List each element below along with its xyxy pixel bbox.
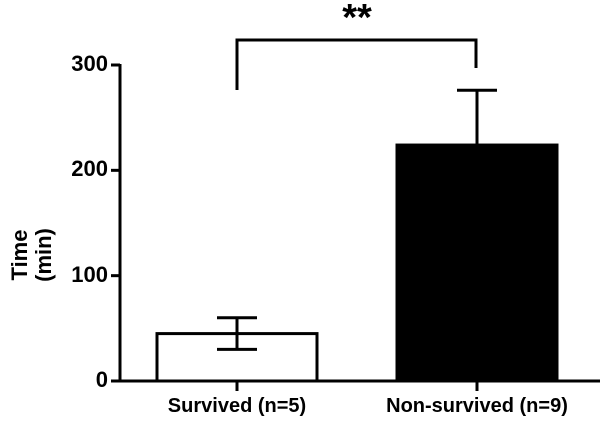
- significance-bracket: [235, 38, 478, 90]
- x-ticks: [235, 381, 479, 391]
- x-tick-label-survived: Survived (n=5): [167, 395, 307, 417]
- x-tick-label-non-survived: Non-survived (n=9): [386, 395, 568, 417]
- y-tick-label: 100: [71, 261, 108, 287]
- y-tick-label: 0: [95, 367, 108, 392]
- y-ticks: [111, 63, 120, 383]
- y-tick-label: 300: [71, 51, 108, 76]
- y-axis-label-line2: (min): [31, 228, 56, 282]
- y-axis-label-line1: Time: [7, 229, 32, 281]
- significance-label: **: [342, 0, 372, 39]
- y-tick-label: 200: [71, 156, 108, 182]
- bars: [155, 88, 559, 383]
- bar-1: [395, 143, 559, 383]
- y-axis-label: Time (min): [2, 200, 62, 310]
